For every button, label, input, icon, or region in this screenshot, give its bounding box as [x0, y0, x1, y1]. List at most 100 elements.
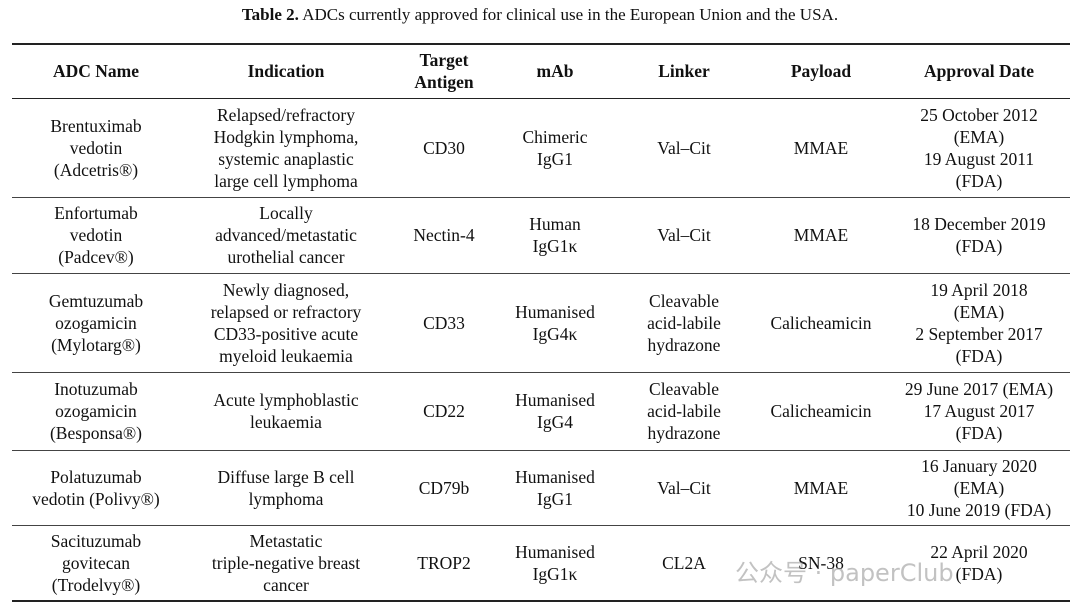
cell-line: triple-negative breast [211, 552, 361, 573]
cell-line: 22 April 2020 [930, 541, 1028, 562]
cell-line: CD79b [418, 477, 470, 498]
cell-line: ADC Name [52, 61, 140, 82]
cell-line: advanced/metastatic [215, 225, 357, 245]
table-cell: Humanised IgG1κ [496, 525, 614, 601]
cell-line: MMAE [793, 225, 849, 245]
cell-line: Indication [247, 61, 325, 82]
caption-label: Table 2. [241, 5, 299, 24]
table-cell: 29 June 2017 (EMA) 17 August 2017 (FDA) [888, 372, 1070, 450]
cell-line: (FDA) [955, 563, 1003, 584]
table-cell: Val–Cit [614, 197, 754, 273]
cell-line: (EMA) [953, 477, 1005, 498]
cell-line: IgG1κ [532, 563, 578, 584]
cell-line: (EMA) [953, 126, 1005, 147]
cell-line: 18 December 2019 [912, 214, 1046, 234]
table-cell: MMAE [754, 197, 888, 273]
cell-line: Polatuzumab [50, 466, 142, 487]
cell-line: (FDA) [955, 236, 1003, 256]
table-row: Polatuzumab vedotin (Polivy®) Diffuse larg… [12, 450, 1070, 525]
header-cell: Linker [614, 44, 754, 98]
table-cell: Val–Cit [614, 98, 754, 197]
table-header: ADC Name Indication Target Antigen mAb Linker… [12, 44, 1070, 98]
table-cell: SN-38 [754, 525, 888, 601]
cell-line: systemic anaplastic [218, 148, 354, 169]
table-cell: Brentuximab vedotin (Adcetris®) [12, 98, 180, 197]
cell-line: myeloid leukaemia [219, 345, 353, 366]
table-cell: 25 October 2012 (EMA) 19 August 2011 (FDA) [888, 98, 1070, 197]
table-cell: MMAE [754, 450, 888, 525]
cell-line: Val–Cit [657, 137, 711, 158]
cell-line: Locally [259, 203, 313, 223]
table-cell: Calicheamicin [754, 273, 888, 372]
cell-line: Enfortumab [54, 203, 138, 223]
cell-line: Sacituzumab [50, 530, 142, 551]
cell-line: Target [419, 50, 469, 71]
cell-line: 2 September 2017 [915, 323, 1043, 344]
table-cell: CD30 [392, 98, 496, 197]
cell-line: Relapsed/refractory [217, 104, 355, 125]
cell-line: leukaemia [250, 412, 322, 432]
table-cell: Metastatic triple-negative breast cancer [180, 525, 392, 601]
table-cell: TROP2 [392, 525, 496, 601]
table-cell: CL2A [614, 525, 754, 601]
table-cell: MMAE [754, 98, 888, 197]
cell-line: (Adcetris®) [53, 159, 139, 180]
cell-line: 19 April 2018 [930, 279, 1028, 300]
cell-line: Human [529, 214, 581, 234]
cell-line: IgG4κ [532, 323, 578, 344]
cell-line: govitecan [61, 552, 131, 573]
table-cell: Val–Cit [614, 450, 754, 525]
cell-line: IgG1 [537, 488, 573, 509]
table-row: Sacituzumab govitecan (Trodelvy®) Metastati… [12, 525, 1070, 601]
cell-line: TROP2 [417, 552, 471, 573]
cell-line: (FDA) [955, 170, 1003, 191]
cell-line: Diffuse large B cell [217, 466, 355, 487]
table-cell: CD79b [392, 450, 496, 525]
table-cell: Polatuzumab vedotin (Polivy®) [12, 450, 180, 525]
cell-line: Approval Date [923, 61, 1035, 82]
cell-line: MMAE [793, 477, 849, 498]
cell-line: Humanised [515, 301, 595, 322]
header-cell: mAb [496, 44, 614, 98]
cell-line: vedotin [69, 137, 123, 158]
table-cell: Humanised IgG1 [496, 450, 614, 525]
cell-line: 10 June 2019 (FDA) [906, 499, 1052, 520]
table-cell: Humanised IgG4 [496, 372, 614, 450]
cell-line: IgG1 [537, 148, 573, 169]
table-cell: CD22 [392, 372, 496, 450]
table-cell: Humanised IgG4κ [496, 273, 614, 372]
table-cell: Chimeric IgG1 [496, 98, 614, 197]
cell-line: (Besponsa®) [49, 423, 143, 443]
cell-line: Cleavable [649, 379, 719, 399]
table-cell: Cleavable acid-labile hydrazone [614, 273, 754, 372]
cell-line: Payload [790, 61, 852, 82]
cell-line: Val–Cit [657, 225, 711, 245]
table-cell: Locally advanced/metastatic urothelial can… [180, 197, 392, 273]
table-row: Brentuximab vedotin (Adcetris®) Relapsed/re… [12, 98, 1070, 197]
cell-line: Brentuximab [50, 115, 142, 136]
table-caption: Table 2. ADCs currently approved for cli… [0, 5, 1080, 25]
table-cell: Inotuzumab ozogamicin (Besponsa®) [12, 372, 180, 450]
cell-line: Hodgkin lymphoma, [213, 126, 359, 147]
cell-line: Nectin-4 [413, 225, 475, 245]
cell-line: 25 October 2012 [920, 104, 1038, 125]
header-row: ADC Name Indication Target Antigen mAb Linker… [12, 44, 1070, 98]
cell-line: CD22 [423, 401, 465, 421]
cell-line: (FDA) [955, 423, 1003, 443]
cell-line: (Mylotarg®) [51, 334, 141, 355]
header-cell: ADC Name [12, 44, 180, 98]
cell-line: MMAE [793, 137, 849, 158]
table-cell: Cleavable acid-labile hydrazone [614, 372, 754, 450]
cell-line: large cell lymphoma [214, 170, 358, 191]
table-row: Enfortumab vedotin (Padcev®) Locally advance… [12, 197, 1070, 273]
table-cell: Gemtuzumab ozogamicin (Mylotarg®) [12, 273, 180, 372]
cell-line: mAb [536, 61, 574, 82]
cell-line: hydrazone [647, 423, 721, 443]
cell-line: 16 January 2020 [921, 455, 1037, 476]
cell-line: Gemtuzumab [48, 290, 144, 311]
caption-text: ADCs currently approved for clinical use… [302, 5, 839, 24]
cell-line: Newly diagnosed, [222, 279, 350, 300]
cell-line: Metastatic [249, 530, 323, 551]
table: ADC Name Indication Target Antigen mAb Linker… [12, 43, 1070, 602]
cell-line: Chimeric [522, 126, 588, 147]
